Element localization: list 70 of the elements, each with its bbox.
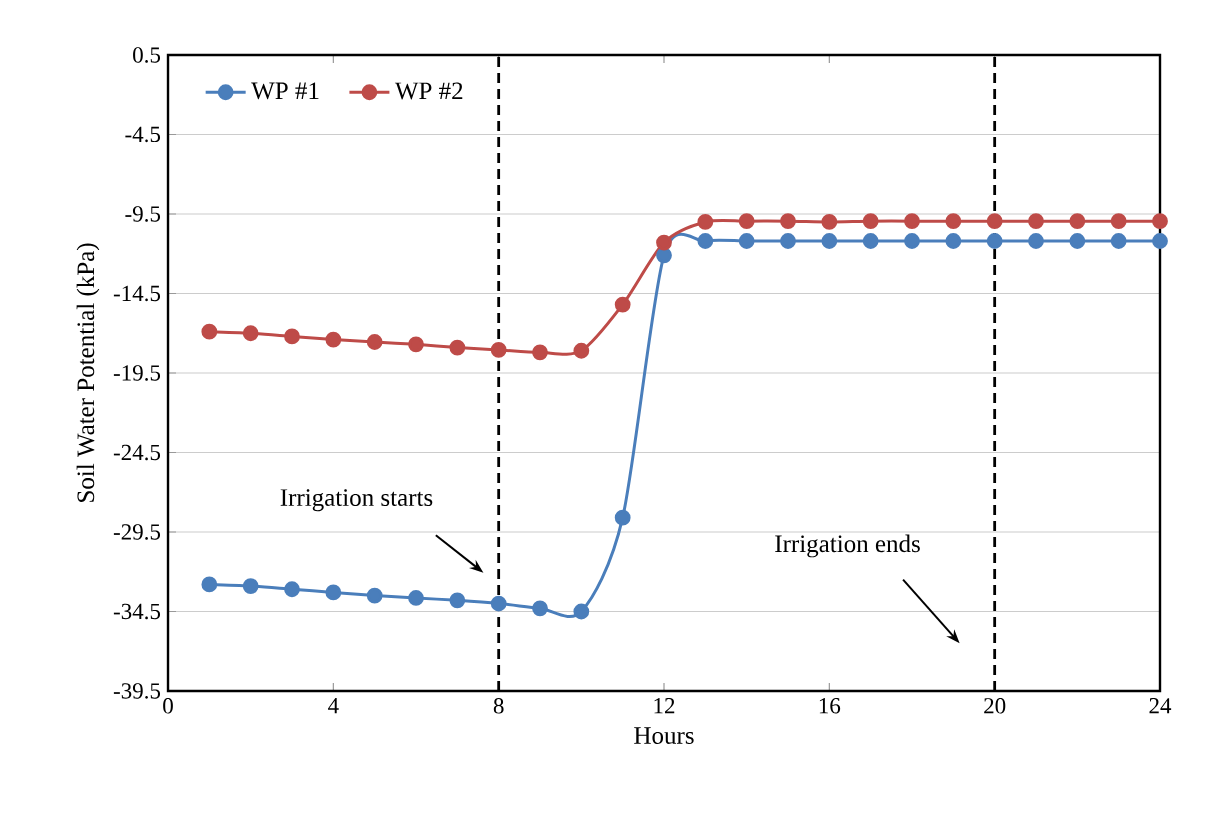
y-tick-label: -34.5 [113, 603, 161, 620]
point [697, 233, 714, 249]
point [1069, 213, 1086, 230]
point [780, 213, 796, 230]
x-axis-title: Hours [634, 727, 694, 744]
y-axis-title: Soil Water Potential (kPa) [76, 243, 100, 502]
point [904, 233, 920, 249]
y-tick-label: -39.5 [113, 683, 161, 699]
x-tick-label: 12 [654, 698, 675, 714]
point [1152, 213, 1168, 230]
point [1110, 213, 1127, 230]
point [1069, 233, 1086, 249]
point [1028, 213, 1044, 230]
point [656, 247, 672, 264]
point [862, 233, 879, 249]
legend-label: WP #1 [251, 82, 319, 100]
point [325, 584, 342, 601]
point [366, 334, 383, 350]
point [738, 233, 755, 249]
point [614, 509, 631, 526]
point [945, 213, 962, 230]
point [242, 578, 259, 594]
point [945, 233, 962, 249]
point [449, 339, 466, 356]
y-tick-label: -24.5 [113, 444, 161, 461]
point [201, 323, 218, 340]
y-tick-label: 0.5 [133, 47, 161, 63]
x-tick-label: 4 [328, 698, 339, 714]
annotation: Irrigation starts [280, 489, 433, 512]
point [697, 214, 714, 230]
annotation: Irrigation ends [775, 534, 920, 558]
point [780, 233, 796, 249]
y-tick-label: -14.5 [113, 285, 161, 302]
point [656, 234, 672, 251]
point [366, 587, 383, 604]
point [284, 581, 300, 598]
point [614, 296, 631, 313]
point [408, 590, 424, 606]
y-tick-label: -29.5 [113, 524, 161, 540]
point [573, 603, 590, 620]
x-tick-label: 20 [984, 698, 1006, 714]
point [532, 344, 548, 361]
point [201, 576, 218, 593]
point [821, 214, 838, 230]
point [904, 213, 920, 230]
point [986, 213, 1003, 230]
point [408, 336, 424, 353]
x-tick-label: 0 [163, 698, 173, 714]
point [1028, 233, 1044, 249]
point [821, 233, 838, 249]
point [986, 233, 1003, 249]
point [1152, 233, 1168, 249]
y-tick-label: -9.5 [125, 206, 161, 222]
point [532, 600, 548, 617]
point [242, 325, 259, 342]
y-tick-label: -19.5 [113, 365, 161, 381]
legend-label: WP #2 [394, 82, 463, 100]
x-tick-label: 8 [493, 698, 504, 714]
point [490, 342, 507, 358]
point [490, 595, 507, 612]
point [573, 342, 590, 359]
x-tick-label: 24 [1149, 698, 1172, 714]
point [1110, 233, 1127, 249]
point [862, 213, 879, 230]
x-tick-label: 16 [819, 698, 841, 714]
point [325, 331, 342, 348]
point [449, 592, 466, 609]
point [284, 328, 300, 345]
point [738, 213, 755, 230]
y-tick-label: -4.5 [125, 126, 161, 143]
